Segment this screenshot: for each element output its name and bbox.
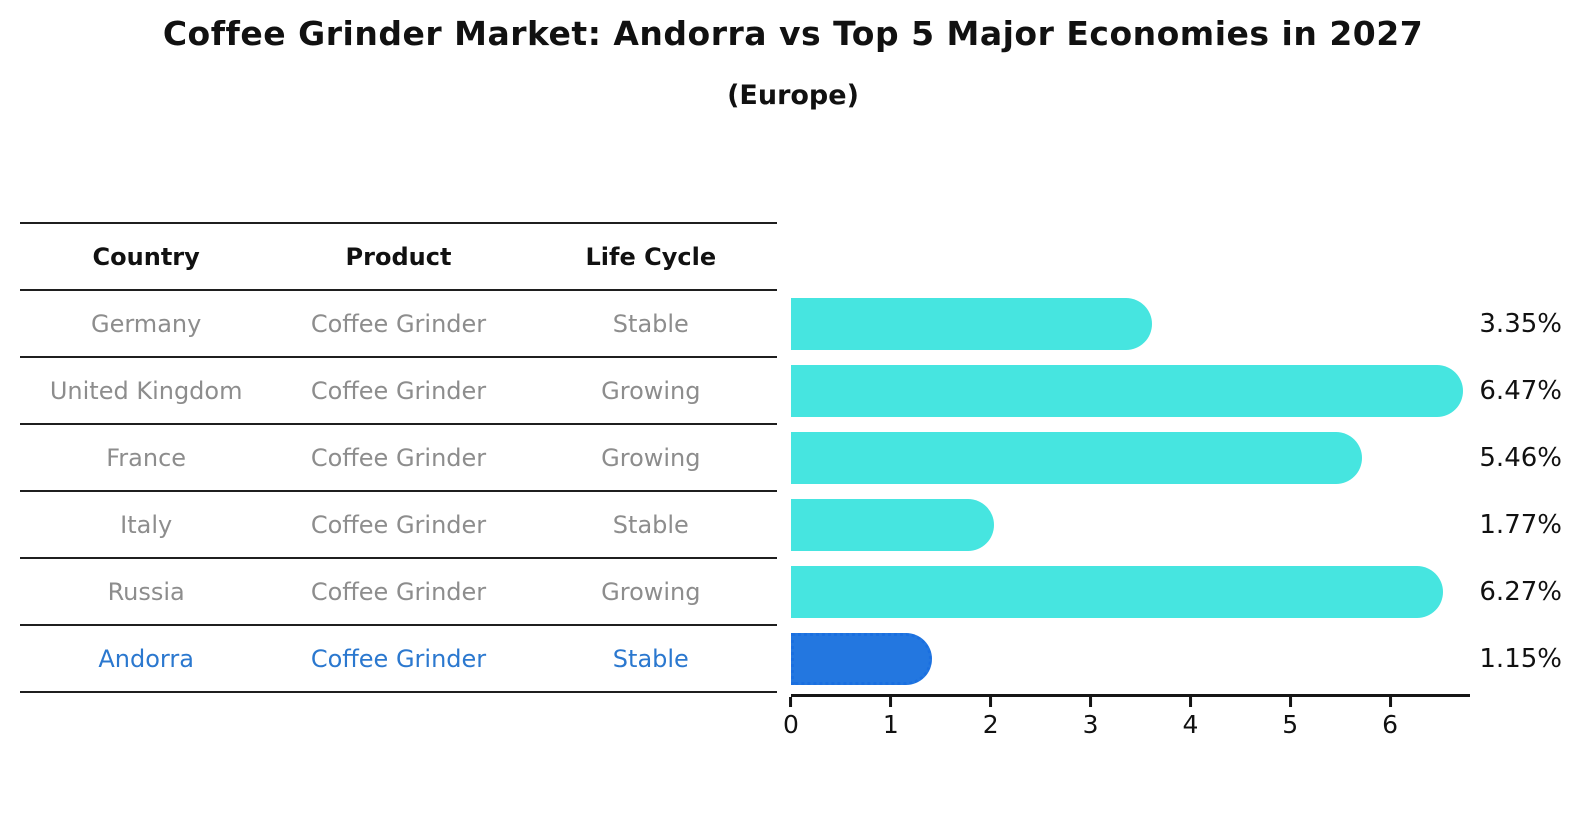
cell-product: Coffee Grinder bbox=[310, 510, 487, 539]
tick-mark bbox=[1288, 697, 1292, 707]
table-row-italy: Italy Coffee Grinder Stable bbox=[20, 492, 777, 559]
x-axis-tick: 3 bbox=[1083, 697, 1099, 739]
table-row-united-kingdom: United Kingdom Coffee Grinder Growing bbox=[20, 358, 777, 425]
x-axis-tick: 2 bbox=[983, 697, 999, 739]
cell-country: Russia bbox=[107, 577, 185, 606]
value-label-italy: 1.77% bbox=[1479, 510, 1562, 540]
x-axis-tick: 4 bbox=[1182, 697, 1198, 739]
x-axis: 0 1 2 3 4 5 6 bbox=[783, 694, 1470, 749]
x-axis-tick: 1 bbox=[883, 697, 899, 739]
tick-label: 6 bbox=[1382, 710, 1399, 739]
bar-slot bbox=[791, 626, 1470, 693]
value-label-france: 5.46% bbox=[1479, 443, 1562, 473]
cell-life-cycle: Stable bbox=[612, 644, 689, 673]
cell-country: Italy bbox=[120, 510, 173, 539]
cell-life-cycle: Growing bbox=[601, 577, 701, 606]
bar-slot bbox=[791, 358, 1470, 425]
bar-andorra bbox=[791, 633, 932, 685]
value-label-column: 3.35% 6.47% 5.46% 1.77% 6.27% 1.15% bbox=[1452, 291, 1562, 693]
cell-country: Germany bbox=[91, 309, 202, 338]
country-table: Country Product Life Cycle Germany Coffe… bbox=[20, 222, 777, 693]
cell-life-cycle: Growing bbox=[601, 376, 701, 405]
cell-product: Coffee Grinder bbox=[310, 309, 487, 338]
table-row-russia: Russia Coffee Grinder Growing bbox=[20, 559, 777, 626]
tick-mark bbox=[989, 697, 993, 707]
header-product: Product bbox=[345, 242, 452, 271]
tick-mark bbox=[789, 697, 793, 707]
bar-united-kingdom bbox=[791, 365, 1464, 417]
header-country: Country bbox=[92, 242, 200, 271]
cell-country: France bbox=[106, 443, 187, 472]
cell-product: Coffee Grinder bbox=[310, 443, 487, 472]
cell-product: Coffee Grinder bbox=[310, 376, 487, 405]
tick-mark bbox=[889, 697, 893, 707]
cell-country: Andorra bbox=[98, 644, 194, 673]
tick-mark bbox=[1089, 697, 1093, 707]
bar-russia bbox=[791, 566, 1444, 618]
tick-label: 0 bbox=[783, 710, 799, 739]
table-row-germany: Germany Coffee Grinder Stable bbox=[20, 291, 777, 358]
table-row-france: France Coffee Grinder Growing bbox=[20, 425, 777, 492]
cell-product: Coffee Grinder bbox=[310, 644, 487, 673]
table-row-andorra: Andorra Coffee Grinder Stable bbox=[20, 626, 777, 693]
chart-title: Coffee Grinder Market: Andorra vs Top 5 … bbox=[162, 14, 1424, 53]
cell-country: United Kingdom bbox=[49, 376, 243, 405]
bar-germany bbox=[791, 298, 1152, 350]
header-life-cycle: Life Cycle bbox=[585, 242, 717, 271]
x-axis-tick: 0 bbox=[783, 697, 799, 739]
x-axis-spine bbox=[791, 694, 1470, 697]
value-label-russia: 6.27% bbox=[1479, 577, 1562, 607]
bar-slot bbox=[791, 291, 1470, 358]
table-header-row: Country Product Life Cycle bbox=[20, 224, 777, 291]
value-label-andorra: 1.15% bbox=[1479, 644, 1562, 674]
value-label-germany: 3.35% bbox=[1479, 309, 1562, 339]
cell-product: Coffee Grinder bbox=[310, 577, 487, 606]
tick-label: 5 bbox=[1282, 710, 1299, 739]
bar-italy bbox=[791, 499, 994, 551]
cell-life-cycle: Growing bbox=[601, 443, 701, 472]
bar-slot bbox=[791, 492, 1470, 559]
cell-life-cycle: Stable bbox=[612, 510, 689, 539]
value-label-united-kingdom: 6.47% bbox=[1479, 376, 1562, 406]
tick-label: 2 bbox=[982, 710, 999, 739]
tick-label: 1 bbox=[882, 710, 899, 739]
tick-mark bbox=[1188, 697, 1192, 707]
bar-slot bbox=[791, 425, 1470, 492]
tick-label: 4 bbox=[1182, 710, 1199, 739]
bar-slot bbox=[791, 559, 1470, 626]
bar-france bbox=[791, 432, 1363, 484]
tick-label: 3 bbox=[1082, 710, 1099, 739]
tick-mark bbox=[1388, 697, 1392, 707]
bar-chart-area bbox=[791, 291, 1470, 693]
chart-subtitle: (Europe) bbox=[727, 80, 859, 111]
x-axis-tick: 6 bbox=[1382, 697, 1398, 739]
cell-life-cycle: Stable bbox=[612, 309, 689, 338]
x-axis-tick: 5 bbox=[1282, 697, 1298, 739]
